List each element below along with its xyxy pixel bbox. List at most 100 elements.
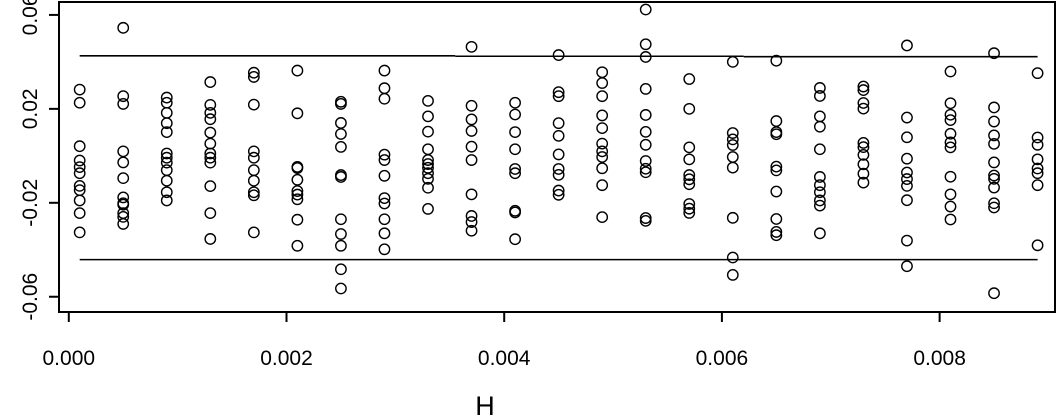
data-point <box>770 164 783 177</box>
data-point <box>509 108 521 121</box>
data-point <box>770 128 783 141</box>
data-point <box>422 181 434 194</box>
data-point <box>944 188 957 201</box>
data-point <box>988 287 1000 300</box>
data-point <box>73 83 86 96</box>
data-point <box>683 153 696 166</box>
data-point <box>509 143 521 156</box>
data-point <box>857 84 870 96</box>
data-point <box>596 77 609 89</box>
data-point <box>596 90 609 103</box>
data-point <box>552 163 565 175</box>
data-point <box>770 226 783 238</box>
data-point <box>422 154 434 166</box>
data-point <box>901 179 913 192</box>
data-point <box>160 164 173 177</box>
data-point <box>509 163 521 175</box>
data-point <box>857 148 870 161</box>
data-point <box>639 212 652 224</box>
data-point <box>639 51 652 63</box>
data-point <box>73 140 86 153</box>
data-point <box>683 206 696 219</box>
data-point <box>1031 138 1044 151</box>
data-point <box>770 54 783 67</box>
data-point <box>639 214 652 227</box>
data-point <box>901 111 913 124</box>
data-point <box>639 82 652 95</box>
data-point <box>335 117 347 129</box>
data-point <box>901 131 913 144</box>
data-point <box>378 227 391 240</box>
data-point <box>247 98 260 111</box>
data-point <box>509 206 521 219</box>
data-point <box>901 260 913 273</box>
data-point <box>335 141 347 153</box>
plot-frame <box>58 1 1056 313</box>
data-point <box>117 98 130 110</box>
data-point <box>944 141 957 154</box>
data-point <box>552 184 565 197</box>
data-point <box>509 167 521 180</box>
data-point <box>1031 239 1044 252</box>
data-points <box>73 3 1044 300</box>
data-point <box>335 171 347 183</box>
data-point <box>944 108 957 121</box>
data-point <box>378 148 391 161</box>
data-point <box>726 139 739 151</box>
data-point <box>291 188 304 201</box>
data-point <box>291 107 304 120</box>
data-point <box>901 152 913 165</box>
data-point <box>117 21 130 34</box>
data-point <box>204 98 217 111</box>
data-point <box>204 126 217 139</box>
data-point <box>204 233 217 245</box>
data-point <box>247 71 260 83</box>
data-point <box>204 180 217 193</box>
data-point <box>247 66 260 79</box>
data-point <box>465 40 478 53</box>
data-point <box>1031 67 1044 80</box>
y-tick-label: 0.02 <box>19 88 42 129</box>
data-point <box>465 113 478 126</box>
data-point <box>160 106 173 119</box>
data-point <box>988 197 1000 210</box>
data-point <box>726 127 739 139</box>
data-point <box>204 106 217 119</box>
data-point <box>596 122 609 135</box>
data-point <box>117 210 130 223</box>
data-point <box>770 213 783 225</box>
data-point <box>944 127 957 140</box>
data-point <box>683 202 696 215</box>
data-point <box>726 133 739 146</box>
data-point <box>857 141 870 154</box>
data-point <box>335 98 347 110</box>
data-point <box>204 156 217 169</box>
data-point <box>770 229 783 242</box>
data-point <box>247 174 260 187</box>
data-point <box>465 140 478 153</box>
data-point <box>335 128 347 140</box>
data-point <box>117 145 130 158</box>
data-point <box>509 96 521 109</box>
data-point <box>378 169 391 182</box>
data-point <box>422 125 434 138</box>
data-point <box>465 210 478 222</box>
data-point <box>813 171 826 183</box>
data-point <box>509 126 521 139</box>
data-point <box>813 199 826 212</box>
data-point <box>944 136 957 149</box>
data-point <box>988 115 1000 128</box>
data-point <box>857 80 870 93</box>
y-tick-label: -0.02 <box>19 179 42 227</box>
data-point <box>204 151 217 164</box>
data-point <box>988 181 1000 194</box>
data-point <box>465 224 478 237</box>
data-point <box>901 234 913 247</box>
data-point <box>1031 153 1044 166</box>
data-point <box>378 64 391 77</box>
data-point <box>247 145 260 158</box>
y-axis: 0.06 0.02 -0.02 -0.06 <box>19 0 59 321</box>
x-tick-label: 0.002 <box>260 347 313 370</box>
data-point <box>639 155 652 167</box>
